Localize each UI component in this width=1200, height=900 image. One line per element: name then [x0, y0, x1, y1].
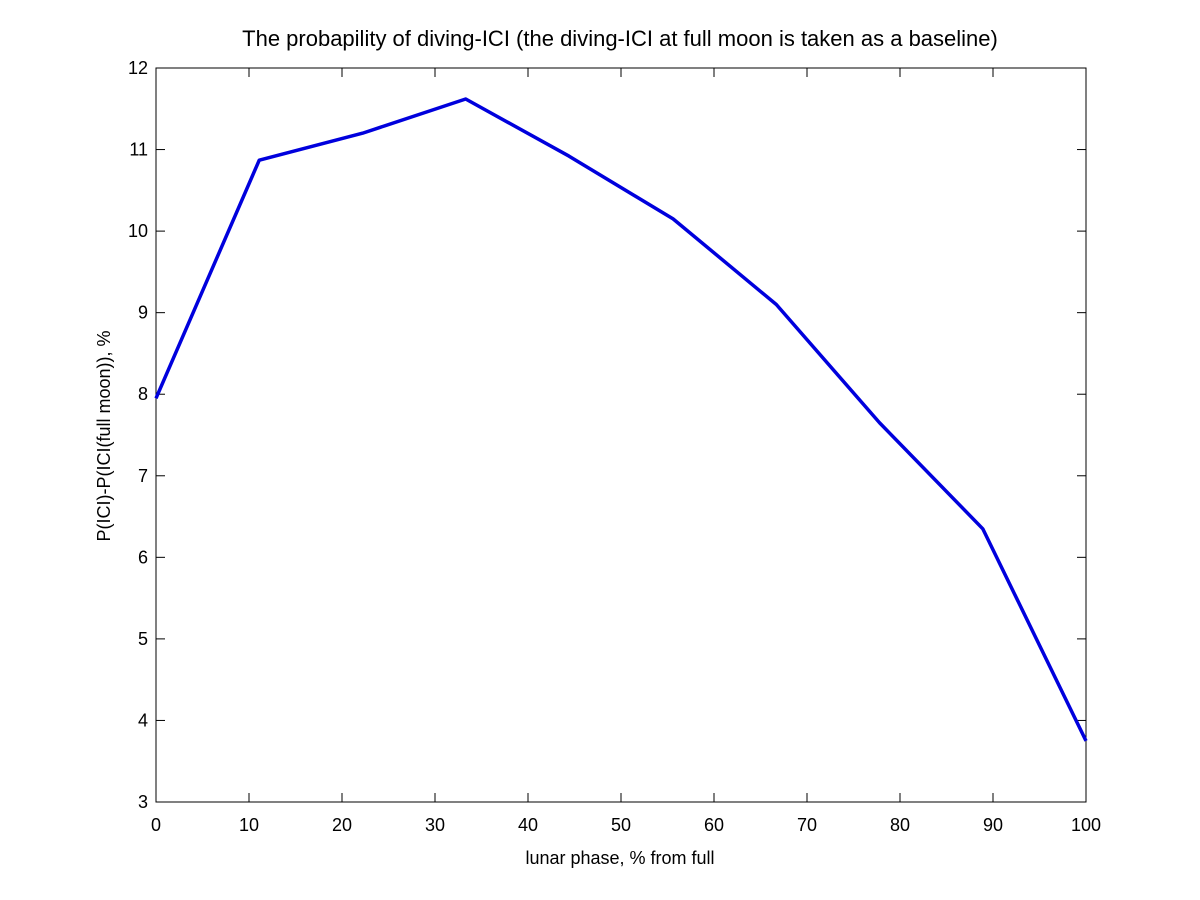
y-tick-label: 7: [138, 466, 148, 486]
y-axis-label: P(ICI)-P(ICI(full moon)), %: [94, 330, 114, 541]
x-tick-label: 90: [983, 815, 1003, 835]
x-tick-label: 100: [1071, 815, 1101, 835]
y-tick-label: 4: [138, 710, 148, 730]
x-tick-label: 40: [518, 815, 538, 835]
x-tick-label: 0: [151, 815, 161, 835]
y-tick-label: 10: [128, 221, 148, 241]
y-tick-label: 8: [138, 384, 148, 404]
y-tick-label: 12: [128, 58, 148, 78]
y-tick-label: 5: [138, 629, 148, 649]
plot-frame: [155, 67, 1087, 803]
series-line: [154, 97, 1088, 742]
y-tick-label: 11: [129, 140, 148, 160]
x-tick-label: 30: [425, 815, 445, 835]
x-tick-label: 10: [239, 815, 259, 835]
x-axis-label: lunar phase, % from full: [525, 848, 714, 868]
x-tick-label: 60: [704, 815, 724, 835]
x-tick-label: 50: [611, 815, 631, 835]
plot-area: 0 10 20 30 40 50 60 70 80 90 100 3 4 5 6 7 8 9 10 11 12: [128, 58, 1101, 835]
y-tick-label: 6: [138, 547, 148, 567]
y-tick-label: 9: [138, 303, 148, 323]
chart-title: The probapility of diving-ICI (the divin…: [242, 26, 998, 51]
y-tick-label: 3: [138, 792, 148, 812]
x-tick-label: 70: [797, 815, 817, 835]
x-tick-label: 80: [890, 815, 910, 835]
x-tick-label: 20: [332, 815, 352, 835]
